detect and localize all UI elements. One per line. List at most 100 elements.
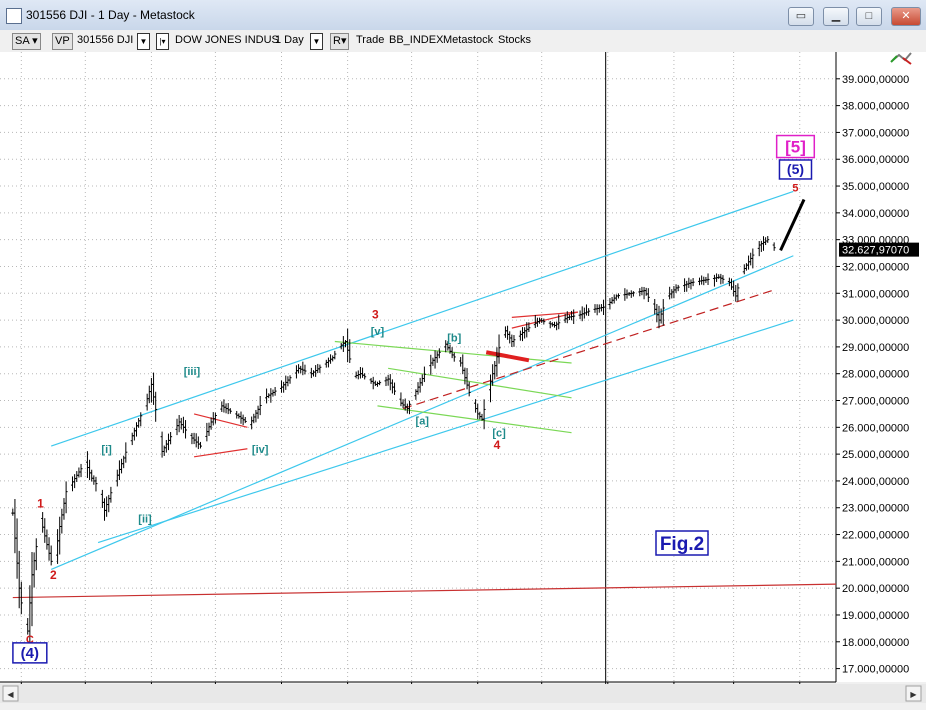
wave-label: [ii] xyxy=(138,513,152,525)
y-tick-label: 39.000,00000 xyxy=(842,74,909,86)
wave-label: [5] xyxy=(775,134,816,159)
price-chart[interactable]: 17.000,00000 18.000,00000 19.000,00000 20.0… xyxy=(0,52,926,705)
period-label: 1 Day xyxy=(275,34,304,46)
close-icon[interactable]: ✕ xyxy=(891,7,921,26)
wave-label: [iii] xyxy=(184,366,201,378)
wave-label: (5) xyxy=(778,159,813,180)
title-bar: 301556 DJI - 1 Day - Metastock ▭ ▁ □ ✕ xyxy=(0,0,926,31)
wave-label: 2 xyxy=(50,568,57,582)
y-tick-label: 30.000,00000 xyxy=(842,315,909,327)
trend-line xyxy=(193,413,248,428)
wave-label-text: [a] xyxy=(416,416,430,428)
y-tick-label: 19.000,00000 xyxy=(842,610,909,622)
indicator-label: BB_INDEX xyxy=(389,34,444,46)
sa-button[interactable]: SA ▾ xyxy=(12,33,41,50)
y-tick-label: 32.000,00000 xyxy=(842,261,909,273)
plot-background xyxy=(0,52,836,682)
wave-label: [i] xyxy=(101,444,112,456)
vp-button[interactable]: VP xyxy=(52,33,73,50)
restore-window-icon[interactable]: ▭ xyxy=(788,7,814,26)
maximize-icon[interactable]: □ xyxy=(856,7,882,26)
last-price-label: 32.627,97070 xyxy=(842,245,909,257)
wave-label-text: [c] xyxy=(492,428,506,440)
trend-line xyxy=(97,319,794,544)
mode-button[interactable]: R▾ xyxy=(330,33,350,50)
wave-label: [a] xyxy=(416,416,430,428)
wave-label-text: 5 xyxy=(792,182,798,194)
trade-label[interactable]: Trade xyxy=(356,34,385,46)
y-tick-label: 21.000,00000 xyxy=(842,556,909,568)
expert-advisor-icon[interactable] xyxy=(890,52,912,65)
chart-area[interactable]: 17.000,00000 18.000,00000 19.000,00000 20.0… xyxy=(0,52,926,705)
price-axis-background xyxy=(836,52,926,682)
trend-line xyxy=(12,583,837,599)
y-tick-label: 34.000,00000 xyxy=(842,208,909,220)
y-axis: 17.000,00000 18.000,00000 19.000,00000 20.0… xyxy=(836,74,919,676)
wave-label: C xyxy=(26,634,34,646)
wave-label: [iv] xyxy=(252,444,269,456)
wave-label-text: (4) xyxy=(21,645,39,662)
trend-line xyxy=(193,448,248,458)
trend-line xyxy=(334,340,572,364)
y-tick-label: 37.000,00000 xyxy=(842,127,909,139)
category-label: Stocks xyxy=(498,34,532,46)
wave-label-text: [iv] xyxy=(252,444,269,456)
wave-label-text: 3 xyxy=(372,308,379,322)
wave-label-text: [iii] xyxy=(184,366,201,378)
wave-labels: 1 2 C(4) [i] [ii] [iii] [iv] 3 [v] [b] [a] [c]4 [5] (… xyxy=(12,134,816,664)
window-title: 301556 DJI - 1 Day - Metastock xyxy=(26,8,195,22)
symbol-label: 301556 DJI xyxy=(77,34,134,46)
svg-text:◀: ◀ xyxy=(7,690,14,699)
y-tick-label: 28.000,00000 xyxy=(842,369,909,381)
wave-label-text: [ii] xyxy=(138,513,152,525)
price-bars xyxy=(11,235,776,644)
broken-trend-line xyxy=(485,350,530,363)
security-name: DOW JONES INDUS xyxy=(175,34,279,46)
y-tick-label: 24.000,00000 xyxy=(842,476,909,488)
trend-lines xyxy=(12,190,837,599)
wave-label-text: C xyxy=(26,634,34,646)
interval-dropdown-icon[interactable]: |▾ xyxy=(156,33,169,50)
y-tick-label: 18.000,00000 xyxy=(842,637,909,649)
wave-label: [b] xyxy=(447,333,461,345)
symbol-dropdown-icon[interactable]: ▼ xyxy=(137,33,150,50)
y-tick-label: 27.000,00000 xyxy=(842,396,909,408)
wave-label-text: [v] xyxy=(371,326,385,338)
wave-label: [c] xyxy=(492,428,506,440)
svg-text:▶: ▶ xyxy=(910,690,917,699)
wave-label-text: 2 xyxy=(50,568,57,582)
y-tick-label: 23.000,00000 xyxy=(842,503,909,515)
wave-label-text: 4 xyxy=(494,438,501,452)
wave-label: 5 xyxy=(792,182,798,194)
y-tick-label: 22.000,00000 xyxy=(842,530,909,542)
wave-label: 1 xyxy=(37,497,44,511)
wave-label-box xyxy=(778,159,813,180)
wave-label: 4 xyxy=(494,438,501,452)
trend-line xyxy=(388,367,572,399)
y-tick-label: 35.000,00000 xyxy=(842,181,909,193)
scrollbar[interactable]: ◀ ▶ xyxy=(0,684,926,703)
y-tick-label: 26.000,00000 xyxy=(842,422,909,434)
wave-label-box xyxy=(775,134,816,159)
dashed-trend-line xyxy=(402,290,773,410)
wave-label-text: [b] xyxy=(447,333,461,345)
fig-label: Fig.2 xyxy=(660,534,704,555)
trend-line xyxy=(50,190,794,447)
y-tick-label: 17.000,00000 xyxy=(842,664,909,676)
wave-label-text: (5) xyxy=(787,161,804,177)
chart-toolbar: SA ▾ VP 301556 DJI ▼ |▾ DOW JONES INDUS … xyxy=(0,30,926,52)
wave-label-box xyxy=(12,642,48,664)
y-tick-label: 36.000,00000 xyxy=(842,154,909,166)
grid xyxy=(0,52,836,682)
y-tick-label: 20.000,00000 xyxy=(842,583,909,595)
wave-label: (4) xyxy=(12,642,48,664)
y-tick-label: 31.000,00000 xyxy=(842,288,909,300)
y-tick-label: 29.000,00000 xyxy=(842,342,909,354)
app-icon xyxy=(6,8,22,24)
period-dropdown-icon[interactable]: ▼ xyxy=(310,33,323,50)
fig-label-box xyxy=(655,530,709,556)
projection-line xyxy=(779,198,806,252)
wave-label: 3 xyxy=(372,308,379,322)
minimize-icon[interactable]: ▁ xyxy=(823,7,849,26)
last-price-box xyxy=(839,242,919,257)
